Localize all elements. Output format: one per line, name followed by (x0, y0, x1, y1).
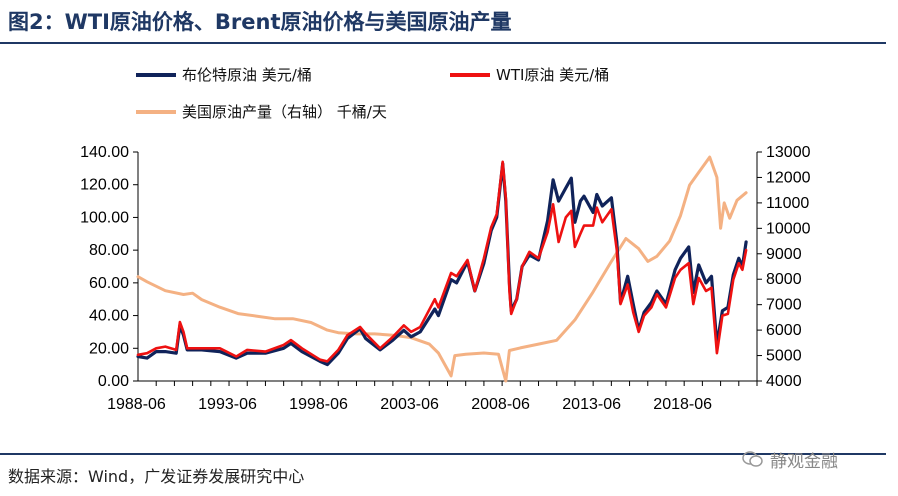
x-axis-tick-label: 2008-06 (471, 396, 530, 413)
left-axis-tick-label: 120.00 (80, 177, 129, 194)
x-axis-tick-label: 1998-06 (289, 396, 348, 413)
x-axis-tick-label: 1988-06 (107, 396, 166, 413)
left-axis-tick-label: 100.00 (80, 209, 129, 226)
wechat-icon (742, 450, 764, 468)
right-axis-tick-label: 9000 (766, 246, 802, 263)
left-axis-tick-label: 0.00 (98, 373, 129, 390)
series-line-brent (136, 161, 748, 367)
legend-swatch-brent (136, 72, 176, 77)
top-rule (0, 42, 886, 44)
legend-label-brent: 布伦特原油 美元/桶 (182, 66, 312, 84)
bottom-rule (0, 453, 886, 455)
left-axis-tick-label: 60.00 (89, 275, 129, 292)
legend-item-production: 美国原油产量（右轴） 千桶/天 (136, 101, 387, 122)
series-line-wti (136, 160, 748, 363)
x-axis-tick-label: 1993-06 (198, 396, 257, 413)
legend-item-wti: WTI原油 美元/桶 (450, 64, 609, 85)
x-axis-tick-label: 2003-06 (380, 396, 439, 413)
right-axis-tick-label: 8000 (766, 271, 802, 288)
legend-swatch-production (136, 109, 176, 114)
x-axis-tick-label: 2013-06 (562, 396, 621, 413)
legend-label-wti: WTI原油 美元/桶 (496, 66, 610, 84)
chart-title: 图2：WTI原油价格、Brent原油价格与美国原油产量 (8, 10, 512, 34)
left-axis-tick-label: 20.00 (89, 340, 129, 357)
right-axis-tick-label: 7000 (766, 297, 802, 314)
watermark: 静观金融 (742, 446, 838, 472)
x-axis-tick-label: 2018-06 (653, 396, 712, 413)
left-axis-tick-label: 80.00 (89, 242, 129, 259)
legend-swatch-wti (450, 72, 490, 77)
right-axis-tick-label: 10000 (766, 220, 811, 237)
source-note: 数据来源：Wind，广发证券发展研究中心 (8, 467, 305, 486)
left-axis-tick-label: 140.00 (80, 144, 129, 161)
right-axis-tick-label: 11000 (766, 195, 809, 212)
right-axis-tick-label: 12000 (766, 169, 811, 186)
legend-label-production: 美国原油产量（右轴） 千桶/天 (182, 103, 387, 121)
right-axis-tick-label: 13000 (766, 144, 811, 161)
right-axis-tick-label: 5000 (766, 348, 802, 365)
legend-item-brent: 布伦特原油 美元/桶 (136, 64, 312, 85)
watermark-text: 静观金融 (770, 451, 838, 472)
left-axis-tick-label: 40.00 (89, 308, 129, 325)
right-axis-tick-label: 6000 (766, 322, 802, 339)
series-line-production (136, 155, 748, 383)
right-axis-tick-label: 4000 (766, 373, 802, 390)
